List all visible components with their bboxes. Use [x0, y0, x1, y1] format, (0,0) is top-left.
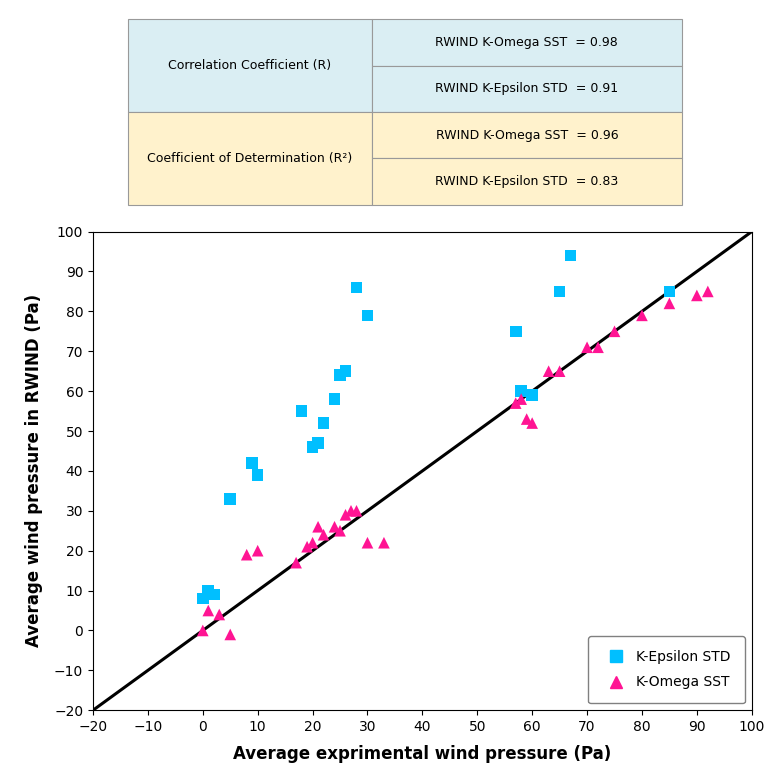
Bar — [128, 19, 372, 112]
Point — [361, 309, 374, 321]
Point — [208, 588, 220, 601]
Point — [345, 505, 357, 517]
Point — [339, 365, 352, 378]
Point — [246, 457, 258, 469]
Point — [377, 537, 390, 549]
Point — [509, 397, 522, 409]
Point — [521, 413, 533, 425]
Point — [581, 341, 594, 354]
Point — [295, 405, 308, 417]
Point — [251, 544, 264, 557]
Point — [350, 505, 363, 517]
Bar — [372, 112, 682, 158]
Point — [312, 520, 324, 533]
Point — [553, 286, 566, 298]
Legend: K-Epsilon STD, K-Omega SST: K-Epsilon STD, K-Omega SST — [587, 636, 745, 703]
Point — [515, 393, 527, 405]
Point — [701, 286, 714, 298]
Point — [592, 341, 604, 354]
Point — [290, 557, 302, 569]
Point — [318, 417, 330, 429]
Text: Coefficient of Determination (R²): Coefficient of Determination (R²) — [147, 152, 353, 164]
Point — [350, 281, 363, 293]
Point — [526, 417, 539, 429]
Point — [213, 608, 226, 621]
Point — [306, 537, 319, 549]
Point — [334, 525, 346, 537]
Point — [197, 625, 209, 637]
Text: RWIND K-Epsilon STD  = 0.83: RWIND K-Epsilon STD = 0.83 — [436, 175, 618, 188]
Bar — [128, 112, 372, 205]
Point — [329, 393, 341, 405]
Point — [564, 249, 577, 262]
Point — [202, 604, 215, 617]
Bar — [372, 66, 682, 112]
Bar — [372, 19, 682, 66]
Point — [691, 290, 703, 302]
Point — [515, 385, 527, 398]
Text: RWIND K-Epsilon STD  = 0.91: RWIND K-Epsilon STD = 0.91 — [436, 83, 618, 95]
Point — [608, 325, 621, 337]
Point — [663, 297, 676, 310]
Text: RWIND K-Omega SST  = 0.96: RWIND K-Omega SST = 0.96 — [436, 129, 618, 141]
Text: Correlation Coefficient (R): Correlation Coefficient (R) — [168, 59, 332, 72]
Point — [553, 365, 566, 378]
Point — [224, 493, 236, 505]
Point — [197, 592, 209, 604]
Point — [301, 540, 313, 553]
Point — [318, 529, 330, 541]
Point — [361, 537, 374, 549]
Y-axis label: Average wind pressure in RWIND (Pa): Average wind pressure in RWIND (Pa) — [25, 294, 43, 648]
Point — [542, 365, 555, 378]
Point — [509, 325, 522, 337]
Point — [636, 309, 648, 321]
Text: RWIND K-Omega SST  = 0.98: RWIND K-Omega SST = 0.98 — [436, 36, 618, 49]
Point — [339, 509, 352, 521]
Point — [312, 437, 324, 449]
Point — [251, 469, 264, 481]
Point — [329, 520, 341, 533]
Point — [224, 628, 236, 641]
Point — [202, 584, 215, 597]
Point — [526, 389, 539, 401]
Point — [663, 286, 676, 298]
Point — [334, 369, 346, 381]
X-axis label: Average exprimental wind pressure (Pa): Average exprimental wind pressure (Pa) — [233, 745, 611, 763]
Bar — [372, 158, 682, 205]
Point — [240, 548, 253, 560]
Point — [306, 441, 319, 453]
